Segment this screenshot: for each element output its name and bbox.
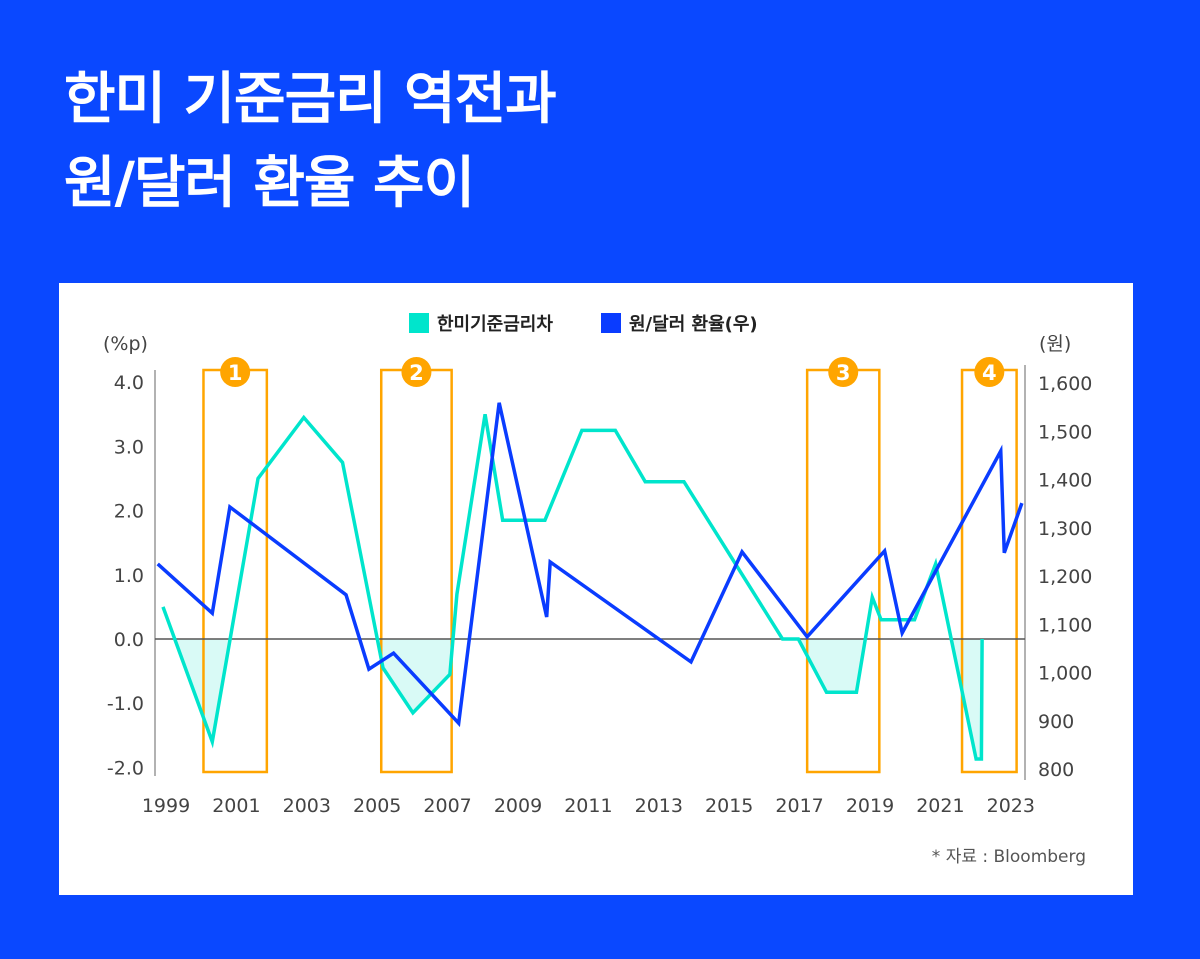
legend-label-rate-diff: 한미기준금리차	[437, 314, 553, 335]
highlight-badge-label: 2	[409, 361, 424, 385]
left-tick-label: -1.0	[107, 693, 144, 715]
chart-panel: 1 2 3 4 4.0 3.0 2.0 1.0 0.0 -1.0 -2.0 1,600 1,500 1,…	[59, 283, 1133, 895]
legend-swatch-exchange-rate	[601, 313, 621, 333]
right-tick-label: 1,100	[1038, 614, 1092, 636]
x-tick-label: 2001	[212, 795, 260, 817]
x-tick-label: 2015	[705, 795, 753, 817]
x-tick-label: 2017	[775, 795, 823, 817]
legend-swatch-rate-diff	[409, 313, 429, 333]
legend: 한미기준금리차 원/달러 환율(우)	[409, 313, 758, 335]
right-tick-label: 800	[1038, 759, 1074, 781]
x-tick-label: 2019	[846, 795, 894, 817]
highlight-box-2	[379, 368, 453, 774]
right-tick-label: 1,400	[1038, 470, 1092, 492]
rate-diff-line	[161, 414, 984, 761]
x-tick-label: 2007	[423, 795, 471, 817]
right-tick-label: 900	[1038, 711, 1074, 733]
negative-rate-diff-area	[163, 639, 983, 760]
title-line-2: 원/달러 환율 추이	[64, 151, 475, 216]
source-note: * 자료 : Bloomberg	[932, 847, 1086, 867]
highlight-badge-4	[974, 357, 1005, 387]
x-tick-label: 2011	[564, 795, 612, 817]
x-tick-label: 1999	[142, 795, 190, 817]
left-axis-unit: (%p)	[103, 333, 148, 355]
highlight-badge-2	[401, 357, 432, 387]
highlight-badge-1	[220, 357, 251, 387]
chart: 1 2 3 4 4.0 3.0 2.0 1.0 0.0 -1.0 -2.0 1,600 1,500 1,…	[103, 313, 1092, 867]
exchange-rate-line	[156, 402, 1024, 728]
right-tick-label: 1,500	[1038, 421, 1092, 443]
legend-label-exchange-rate: 원/달러 환율(우)	[629, 313, 758, 335]
title-line-1: 한미 기준금리 역전과	[64, 67, 557, 132]
highlight-badge-label: 1	[228, 361, 243, 385]
x-tick-label: 2023	[987, 795, 1035, 817]
left-tick-label: 2.0	[114, 501, 144, 523]
left-tick-label: 4.0	[114, 372, 144, 394]
highlight-badge-label: 3	[836, 361, 851, 385]
right-tick-label: 1,600	[1038, 373, 1092, 395]
right-tick-label: 1,300	[1038, 518, 1092, 540]
highlight-badge-3	[828, 357, 859, 387]
left-tick-label: 3.0	[114, 436, 144, 458]
right-tick-label: 1,200	[1038, 566, 1092, 588]
left-tick-label: 0.0	[114, 629, 144, 651]
highlight-badge-label: 4	[982, 361, 997, 385]
right-tick-label: 1,000	[1038, 663, 1092, 685]
right-axis-unit: (원)	[1039, 333, 1071, 355]
left-tick-label: 1.0	[114, 565, 144, 587]
x-tick-label: 2021	[916, 795, 964, 817]
x-tick-label: 2013	[635, 795, 683, 817]
x-tick-label: 2005	[353, 795, 401, 817]
x-tick-label: 2009	[494, 795, 542, 817]
x-tick-label: 2003	[283, 795, 331, 817]
page-title: 한미 기준금리 역전과 원/달러 환율 추이	[64, 58, 557, 226]
left-tick-label: -2.0	[107, 757, 144, 779]
